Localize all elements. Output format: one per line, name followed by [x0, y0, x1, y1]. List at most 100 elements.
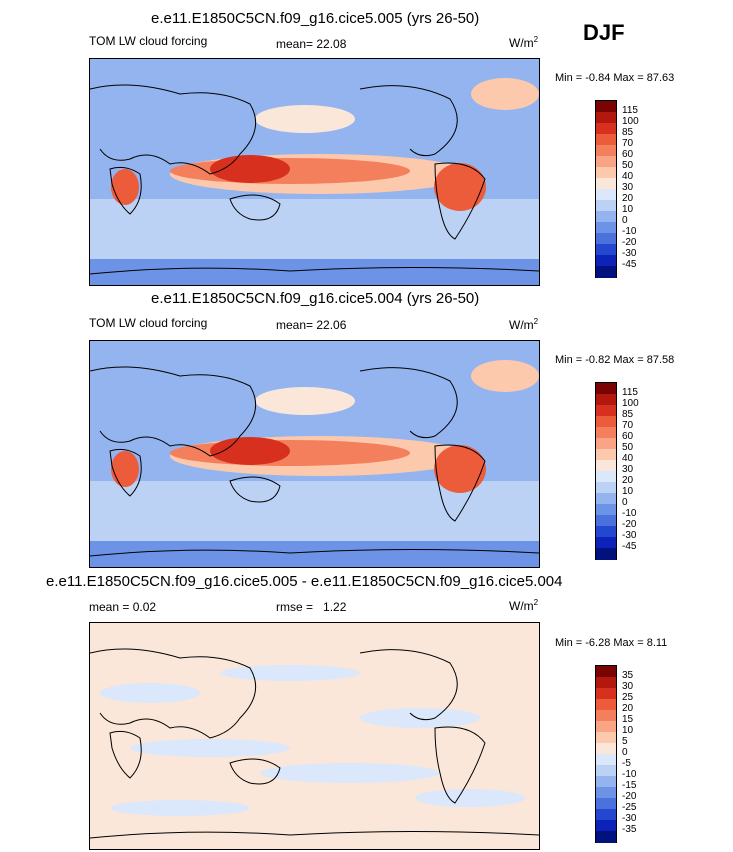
colorbar-swatch	[596, 666, 616, 678]
colorbar-tick-label: 0	[622, 747, 628, 758]
colorbar-swatch	[596, 699, 616, 711]
panel-1-variable-label: TOM LW cloud forcing	[89, 34, 208, 48]
colorbar-tick-label: 100	[622, 398, 639, 409]
colorbar-swatch	[596, 167, 616, 179]
panel-1-units-text: W/m	[509, 36, 534, 50]
panel-2-southern-band	[90, 541, 539, 567]
colorbar-swatch	[596, 405, 616, 417]
panel-3-patch-c	[360, 708, 480, 728]
colorbar-swatch	[596, 721, 616, 733]
panel-3-map	[89, 622, 540, 850]
panel-1-map-svg	[90, 59, 539, 285]
panel-3-minmax: Min = -6.28 Max = 8.11	[555, 637, 668, 649]
colorbar-swatch	[596, 178, 616, 190]
colorbar-swatch	[596, 754, 616, 766]
panel-3-patch-b	[220, 665, 360, 681]
colorbar-tick-label: 60	[622, 149, 634, 160]
panel-3-rmse: rmse = 1.22	[276, 600, 346, 614]
colorbar-tick-label: 70	[622, 138, 634, 149]
colorbar-swatch	[596, 189, 616, 201]
colorbar-tick-label: -30	[622, 530, 637, 541]
panel-2-amazon-convection	[434, 445, 486, 493]
colorbar-swatch	[596, 266, 616, 278]
colorbar-tick-label: 50	[622, 160, 634, 171]
colorbar-tick-label: -20	[622, 237, 637, 248]
colorbar-tick-label: 0	[622, 215, 628, 226]
panel-1-coastlines	[90, 84, 539, 275]
colorbar-swatch	[596, 677, 616, 689]
colorbar-tick-label: 100	[622, 116, 639, 127]
colorbar-swatch	[596, 101, 616, 113]
colorbar-tick-label: 5	[622, 736, 628, 747]
colorbar-tick-label: -10	[622, 769, 637, 780]
colorbar-swatch	[596, 233, 616, 245]
colorbar-swatch	[596, 123, 616, 135]
colorbar-swatch	[596, 798, 616, 810]
panel-2-map	[89, 340, 540, 568]
colorbar-tick-label: 0	[622, 497, 628, 508]
colorbar-tick-label: -35	[622, 824, 637, 835]
colorbar-swatch	[596, 831, 616, 843]
colorbar-swatch	[596, 688, 616, 700]
colorbar-swatch	[596, 515, 616, 527]
panel-1-colorbar	[595, 100, 617, 278]
colorbar-swatch	[596, 548, 616, 560]
season-label: DJF	[583, 20, 625, 45]
panel-2-units: W/m2	[509, 317, 538, 332]
colorbar-swatch	[596, 526, 616, 538]
panel-2-mean: mean= 22.06	[276, 318, 346, 332]
colorbar-tick-label: 50	[622, 442, 634, 453]
colorbar-swatch	[596, 743, 616, 755]
colorbar-tick-label: -30	[622, 813, 637, 824]
panel-3-rmse-label: rmse =	[276, 600, 314, 614]
panel-1-mean: mean= 22.08	[276, 37, 346, 51]
colorbar-tick-label: 25	[622, 692, 634, 703]
colorbar-swatch	[596, 416, 616, 428]
colorbar-swatch	[596, 765, 616, 777]
colorbar-swatch	[596, 427, 616, 439]
colorbar-tick-label: 115	[622, 105, 638, 116]
colorbar-swatch	[596, 809, 616, 821]
colorbar-tick-label: 40	[622, 171, 634, 182]
colorbar-swatch	[596, 200, 616, 212]
colorbar-swatch	[596, 134, 616, 146]
colorbar-tick-label: 20	[622, 703, 634, 714]
panel-3-patch-g	[415, 789, 525, 807]
panel-2-minmax: Min = -0.82 Max = 87.58	[555, 354, 675, 366]
colorbar-tick-label: -10	[622, 508, 637, 519]
colorbar-tick-label: -45	[622, 541, 637, 552]
panel-1-mean-label: mean=	[276, 37, 314, 51]
colorbar-tick-label: 10	[622, 204, 634, 215]
panel-2-mean-value: 22.06	[316, 318, 347, 332]
colorbar-swatch	[596, 787, 616, 799]
panel-2-maritime-continent	[210, 437, 290, 465]
panel-2-mean-label: mean=	[276, 318, 314, 332]
colorbar-swatch	[596, 471, 616, 483]
colorbar-tick-label: 10	[622, 486, 634, 497]
panel-3-units: W/m2	[509, 598, 538, 613]
colorbar-tick-label: 15	[622, 714, 634, 725]
colorbar-tick-label: 20	[622, 475, 634, 486]
panel-3-patch-d	[130, 739, 290, 757]
panel-1-title: e.e11.E1850C5CN.f09_g16.cice5.005 (yrs 2…	[151, 10, 480, 27]
panel-3-map-svg	[90, 623, 539, 849]
colorbar-swatch	[596, 211, 616, 223]
colorbar-tick-label: -45	[622, 259, 637, 270]
colorbar-swatch	[596, 156, 616, 168]
panel-2-coastlines	[90, 366, 539, 557]
panel-3-patch-e	[260, 763, 440, 783]
colorbar-tick-label: -10	[622, 226, 637, 237]
panel-3-title: e.e11.E1850C5CN.f09_g16.cice5.005 - e.e1…	[46, 573, 563, 590]
panel-1-units-exp: 2	[533, 35, 539, 44]
colorbar-tick-label: -5	[622, 758, 631, 769]
colorbar-tick-label: 85	[622, 409, 634, 420]
colorbar-swatch	[596, 776, 616, 788]
panel-1-africa-convection	[111, 169, 139, 205]
colorbar-swatch	[596, 222, 616, 234]
colorbar-tick-label: 30	[622, 681, 634, 692]
colorbar-swatch	[596, 438, 616, 450]
colorbar-swatch	[596, 112, 616, 124]
colorbar-swatch	[596, 460, 616, 472]
panel-1-minmax: Min = -0.84 Max = 87.63	[555, 72, 675, 84]
panel-1-maritime-continent	[210, 155, 290, 183]
